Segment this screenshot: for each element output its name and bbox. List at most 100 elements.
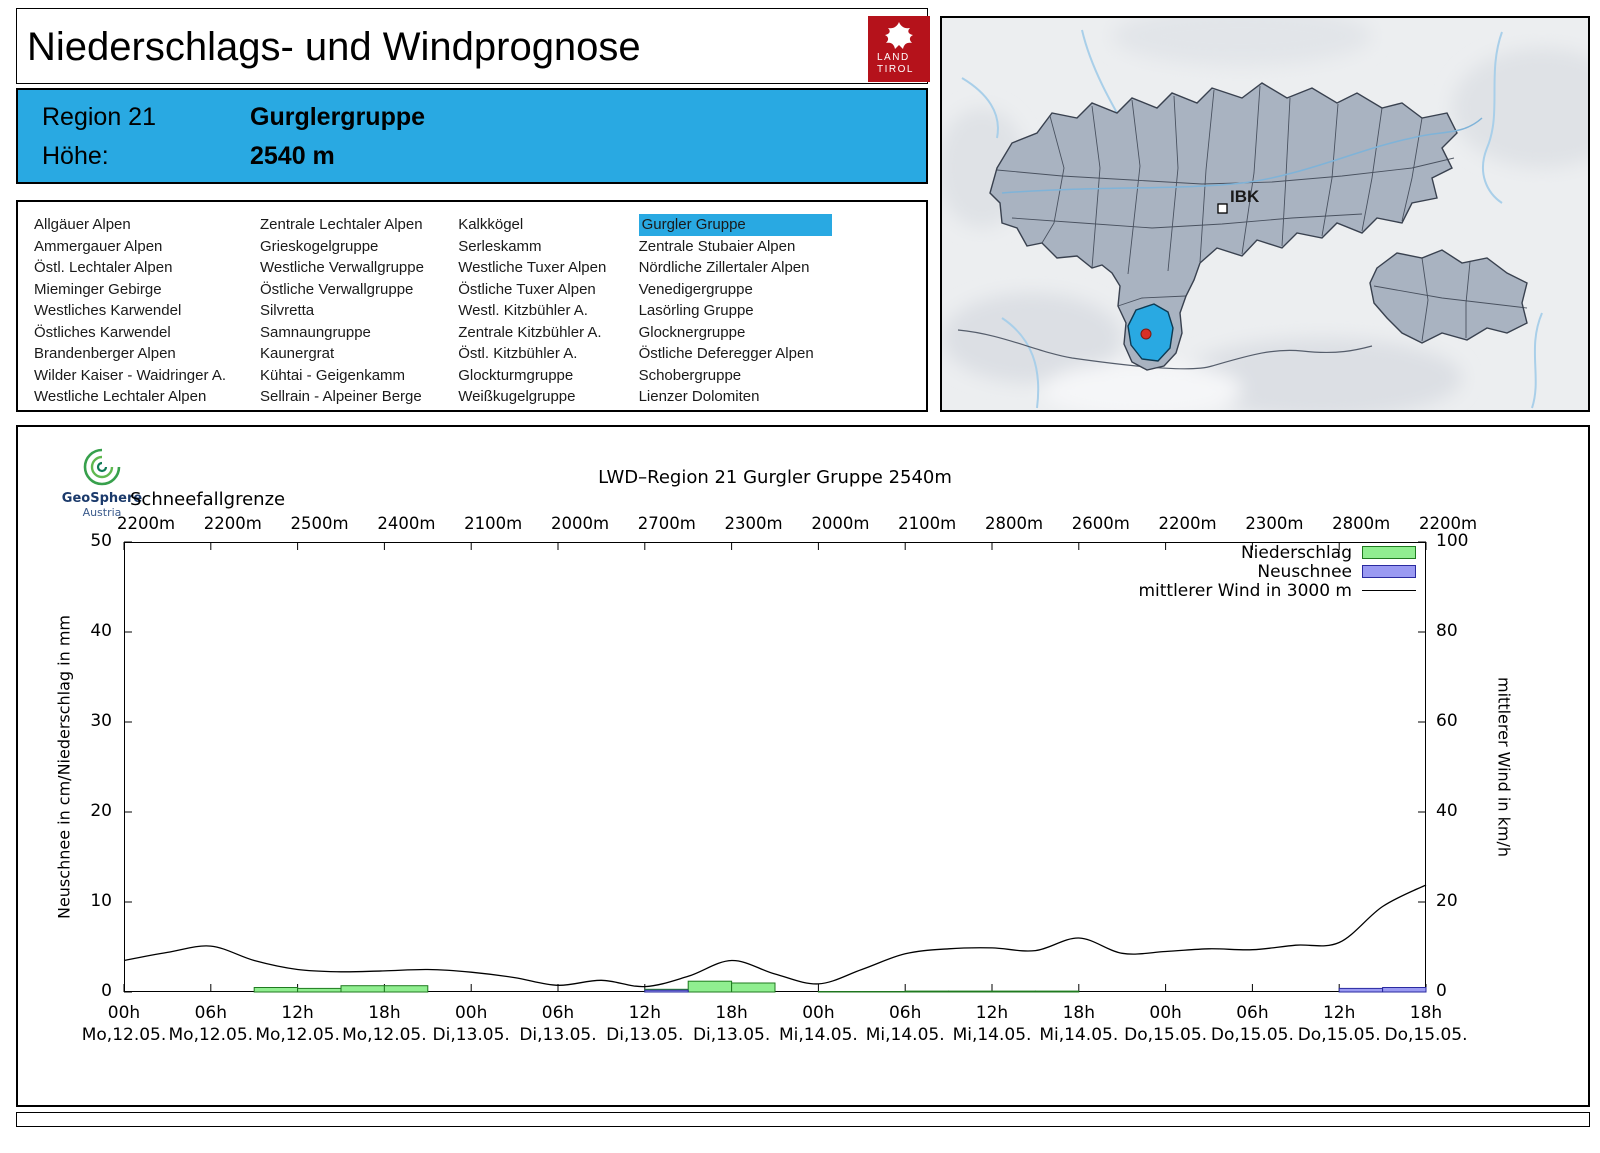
y-tick-left: 30 [90, 711, 112, 731]
region-list-item[interactable]: Westliche Tuxer Alpen [458, 259, 607, 276]
provider-sub: Austria [82, 506, 122, 519]
y-axis-title-right: mittlerer Wind in km/h [1494, 677, 1514, 857]
region-list-item[interactable]: Gurgler Gruppe [638, 214, 832, 236]
region-column: Kalkkögel Serleskamm Westliche Tuxer Alpen… [458, 214, 638, 410]
legend-item: Neuschnee [1257, 562, 1416, 582]
x-tick-hour: 12h [281, 1003, 314, 1023]
region-list: Allgäuer Alpen Ammergauer Alpen Östl. Lech… [16, 200, 928, 412]
region-number-label: Region 21 [42, 103, 156, 131]
region-list-item[interactable]: Zentrale Lechtaler Alpen [259, 216, 423, 233]
niederschlag-bar [1034, 990, 1080, 993]
x-tick-date: Mo,12.05. [168, 1025, 254, 1045]
snowline-value: 2300m [1245, 514, 1304, 533]
y-axis-title-left: Neuschnee in cm/Niederschlag in mm [54, 614, 74, 920]
neuschnee-bar [644, 989, 689, 993]
region-list-item[interactable]: Östliche Verwallgruppe [259, 280, 414, 298]
y-tick-left: 10 [90, 891, 112, 911]
region-list-item[interactable]: Westl. Kitzbühler A. [458, 302, 588, 319]
region-list-item[interactable]: Lasörling Gruppe [638, 302, 754, 319]
geosphere-logo-icon [83, 448, 121, 486]
region-list-item[interactable]: Venedigergruppe [638, 280, 753, 298]
y-tick-left: 50 [90, 531, 112, 551]
region-list-item[interactable]: Brandenberger Alpen [34, 345, 176, 362]
snowline-value: 2600m [1071, 514, 1130, 533]
page-title: Niederschlags- und Windprognose [27, 25, 641, 69]
region-name-value: Gurglergruppe [250, 103, 426, 131]
x-tick-date: Mo,12.05. [81, 1025, 167, 1045]
region-list-item[interactable]: Westliche Verwallgruppe [259, 259, 424, 276]
region-list-item[interactable]: Westliches Karwendel [34, 302, 182, 319]
inn-river [1001, 117, 1483, 194]
x-tick-date: Mi,14.05. [865, 1025, 945, 1045]
x-tick-date: Do,15.05. [1210, 1025, 1294, 1045]
header: Niederschlags- und Windprognose [16, 8, 928, 84]
snowline-value: 2200m [116, 514, 176, 533]
region-list-item[interactable]: Kaunergrat [259, 345, 335, 362]
tirol-map[interactable]: IBK [940, 16, 1590, 412]
region-list-item[interactable]: Lienzer Dolomiten [638, 388, 760, 405]
x-tick-hour: 06h [888, 1003, 922, 1023]
region-column: Zentrale Lechtaler Alpen Grieskogelgruppe… [260, 214, 458, 410]
east-tirol-regions[interactable] [1369, 249, 1528, 344]
ibk-marker-icon [1217, 203, 1228, 214]
snowline-value: 2400m [377, 514, 436, 533]
region-list-item[interactable]: Glockturmgruppe [458, 366, 574, 384]
region-list-item[interactable]: Zentrale Stubaier Alpen [638, 237, 796, 255]
x-tick-date: Do,15.05. [1384, 1025, 1468, 1045]
footer-bar [16, 1112, 1590, 1127]
y-tick-left: 0 [101, 981, 112, 1001]
region-list-item[interactable]: Serleskamm [458, 237, 542, 255]
niederschlag-bar [297, 987, 342, 993]
niederschlag-bar [340, 985, 385, 993]
x-tick-date: Do,15.05. [1124, 1025, 1208, 1045]
x-tick-date: Do,15.05. [1297, 1025, 1381, 1045]
snowline-value: 2300m [724, 514, 783, 533]
region-list-item[interactable]: Samnaungruppe [259, 323, 371, 341]
logo-text: LAND TIROL [877, 52, 914, 75]
x-tick-hour: 00h [802, 1003, 835, 1023]
x-tick-date: Di,13.05. [606, 1025, 684, 1045]
y-tick-right: 20 [1436, 891, 1458, 911]
x-tick-date: Di,13.05. [692, 1025, 771, 1045]
region-list-item[interactable]: Zentrale Kitzbühler A. [458, 323, 602, 341]
altitude-value: 2540 m [250, 142, 335, 170]
plot-area [123, 541, 1427, 993]
region-list-item[interactable]: Östliches Karwendel [34, 323, 171, 341]
region-list-item[interactable]: Silvretta [259, 302, 315, 319]
neuschnee-bar [1338, 987, 1384, 993]
region-list-item[interactable]: Sellrain - Alpeiner Berge [259, 388, 422, 405]
region-list-item[interactable]: Ammergauer Alpen [34, 237, 163, 255]
region-list-item[interactable]: Kalkkögel [458, 216, 524, 233]
region-list-item[interactable]: Westliche Lechtaler Alpen [34, 388, 207, 405]
y-tick-right: 80 [1436, 621, 1458, 641]
legend-label: Niederschlag [1240, 542, 1352, 563]
x-tick-date: Mi,14.05. [1039, 1025, 1119, 1045]
x-tick-date: Mo,12.05. [342, 1025, 427, 1045]
niederschlag-bar [253, 987, 299, 993]
region-list-item[interactable]: Mieminger Gebirge [34, 280, 162, 298]
snowline-value: 2100m [464, 514, 523, 533]
region-list-item[interactable]: Weißkugelgruppe [458, 388, 576, 405]
region-list-item[interactable]: Östl. Kitzbühler A. [458, 345, 578, 362]
wind-line [123, 884, 1427, 988]
north-tirol-regions[interactable] [989, 82, 1458, 371]
region-list-item[interactable]: Östliche Tuxer Alpen [458, 280, 596, 298]
region-info-box: Region 21 Gurglergruppe Höhe: 2540 m [16, 88, 928, 184]
neuschnee-bar [1382, 987, 1427, 993]
region-list-item[interactable]: Östl. Lechtaler Alpen [34, 259, 173, 276]
x-tick-hour: 18h [715, 1003, 748, 1023]
snowline-value: 2700m [637, 514, 696, 533]
niederschlag-bar [731, 982, 776, 993]
region-list-item[interactable]: Schobergruppe [638, 366, 742, 384]
snowline-value: 2000m [811, 514, 870, 533]
altitude-label: Höhe: [42, 142, 109, 170]
region-list-item[interactable]: Kühtai - Geigenkamm [259, 366, 406, 384]
region-list-item[interactable]: Grieskogelgruppe [259, 237, 379, 255]
region-list-item[interactable]: Glocknergruppe [638, 323, 746, 341]
region-list-item[interactable]: Östliche Deferegger Alpen [638, 345, 814, 362]
region-list-item[interactable]: Nördliche Zillertaler Alpen [638, 259, 810, 276]
national-border-line [957, 329, 1373, 370]
region-list-item[interactable]: Allgäuer Alpen [34, 216, 131, 233]
region-list-item[interactable]: Wilder Kaiser - Waidringer A. [34, 366, 226, 384]
